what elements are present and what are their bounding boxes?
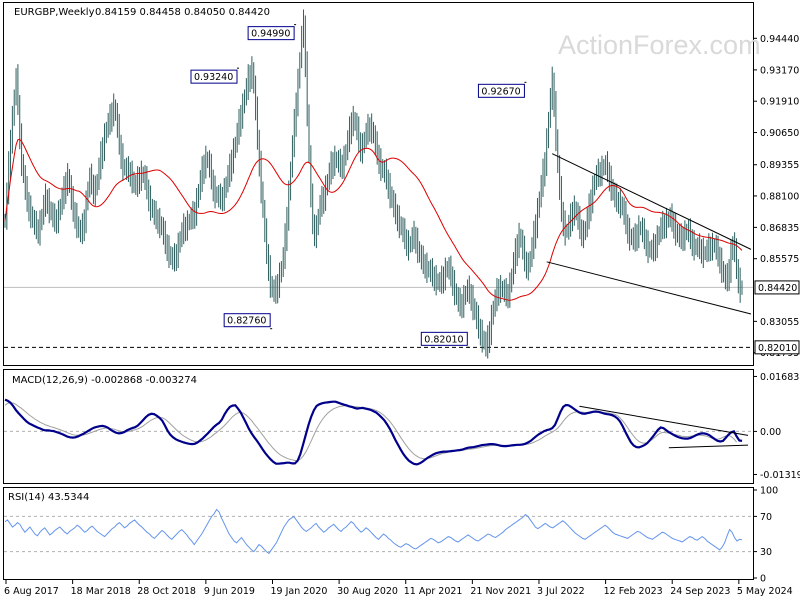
rsi-tick-label: 0 bbox=[760, 574, 766, 585]
ohlc-values: 0.84159 0.84458 0.84050 0.84420 bbox=[95, 7, 270, 18]
support-level-tag: 0.82010 bbox=[758, 343, 797, 354]
rsi-title: RSI(14) 43.5344 bbox=[8, 492, 89, 503]
y-tick-label: 0.85575 bbox=[760, 254, 799, 265]
macd-tick-label: 0.00 bbox=[760, 427, 781, 438]
x-tick-label: 5 May 2024 bbox=[737, 586, 793, 597]
x-tick-label: 12 Feb 2023 bbox=[604, 586, 663, 597]
y-tick-label: 0.94440 bbox=[760, 34, 799, 45]
price-overlays: 0.94990 0.93240 0.92670 0.82760 0.82010 bbox=[190, 24, 752, 348]
y-tick-label: 0.86835 bbox=[760, 223, 799, 234]
macd-tick-label: 0.016838 bbox=[760, 372, 800, 383]
y-tick-label: 0.90650 bbox=[760, 128, 799, 139]
y-tick-label: 0.83055 bbox=[760, 317, 799, 328]
macd-main-line bbox=[4, 398, 743, 466]
annotation-label: 0.92670 bbox=[481, 86, 520, 97]
rsi-tick-label: 30 bbox=[760, 547, 772, 558]
y-tick-label: 0.93170 bbox=[760, 65, 799, 76]
annotation-box bbox=[420, 331, 468, 346]
macd-series bbox=[4, 398, 749, 466]
rsi-line bbox=[4, 508, 743, 555]
channel-upper-line bbox=[552, 153, 752, 250]
x-tick-label: 19 Jan 2020 bbox=[270, 586, 327, 597]
main-panel-frame bbox=[3, 2, 754, 366]
x-tick-label: 11 Apr 2021 bbox=[404, 586, 463, 597]
symbol-label: EURGBP,Weekly bbox=[14, 7, 95, 18]
x-tick-label: 30 Aug 2020 bbox=[337, 586, 398, 597]
annotation-label: 0.94990 bbox=[251, 29, 290, 40]
x-tick-label: 18 Mar 2018 bbox=[71, 586, 131, 597]
watermark: ActionForex.com bbox=[558, 30, 761, 60]
annotation-label: 0.93240 bbox=[194, 72, 233, 83]
price-series bbox=[4, 9, 743, 359]
x-tick-label: 9 Jun 2019 bbox=[204, 586, 255, 597]
rsi-tick-label: 100 bbox=[760, 486, 778, 497]
current-price-tag: 0.84420 bbox=[758, 283, 797, 294]
x-tick-label: 6 Aug 2017 bbox=[4, 586, 59, 597]
macd-panel-frame bbox=[3, 369, 754, 484]
y-tick-label: 0.91910 bbox=[760, 97, 799, 108]
x-tick-label: 3 Jul 2022 bbox=[537, 586, 585, 597]
rsi-y-axis: 100 70 30 0 bbox=[4, 486, 778, 585]
x-tick-label: 28 Oct 2018 bbox=[137, 586, 196, 597]
y-tick-label: 0.89355 bbox=[760, 160, 799, 171]
macd-title: MACD(12,26,9) -0.002868 -0.003274 bbox=[12, 375, 197, 386]
x-tick-label: 24 Sep 2023 bbox=[670, 586, 730, 597]
annotation-box bbox=[477, 83, 525, 98]
rsi-series bbox=[4, 508, 743, 555]
channel-lower-line bbox=[546, 261, 752, 315]
macd-y-axis: 0.016838 0.00 -0.013195 bbox=[4, 372, 800, 481]
rsi-tick-label: 70 bbox=[760, 512, 772, 523]
annotation-box bbox=[190, 69, 238, 84]
main-y-axis: 0.94440 0.93170 0.91910 0.90650 0.89355 0.881… bbox=[4, 34, 800, 359]
annotation-label: 0.82760 bbox=[227, 316, 266, 327]
annotation-box bbox=[223, 313, 271, 328]
macd-upper-trendline bbox=[579, 405, 749, 436]
support-level-tag-box bbox=[754, 340, 800, 355]
annotation-label: 0.82010 bbox=[424, 334, 463, 345]
rsi-panel-frame bbox=[3, 487, 754, 580]
y-tick-label: 0.88100 bbox=[760, 191, 799, 202]
current-price-tag-box bbox=[754, 280, 800, 295]
x-axis: 6 Aug 2017 18 Mar 2018 28 Oct 2018 9 Jun 20… bbox=[4, 580, 793, 597]
macd-lower-trendline bbox=[668, 444, 749, 449]
moving-average-line bbox=[4, 138, 743, 301]
x-tick-label: 21 Nov 2021 bbox=[470, 586, 531, 597]
macd-tick-label: -0.013195 bbox=[760, 470, 800, 481]
annotation-box bbox=[247, 26, 295, 41]
